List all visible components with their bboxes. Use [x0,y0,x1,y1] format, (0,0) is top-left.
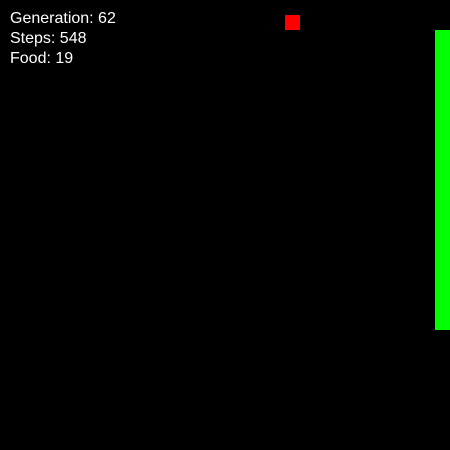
hud: Generation: 62 Steps: 548 Food: 19 [10,9,116,69]
food-count-label: Food: 19 [10,49,116,69]
food-pellet [285,15,300,30]
generation-label: Generation: 62 [10,9,116,29]
snake-body [435,30,450,330]
steps-label: Steps: 548 [10,29,116,49]
